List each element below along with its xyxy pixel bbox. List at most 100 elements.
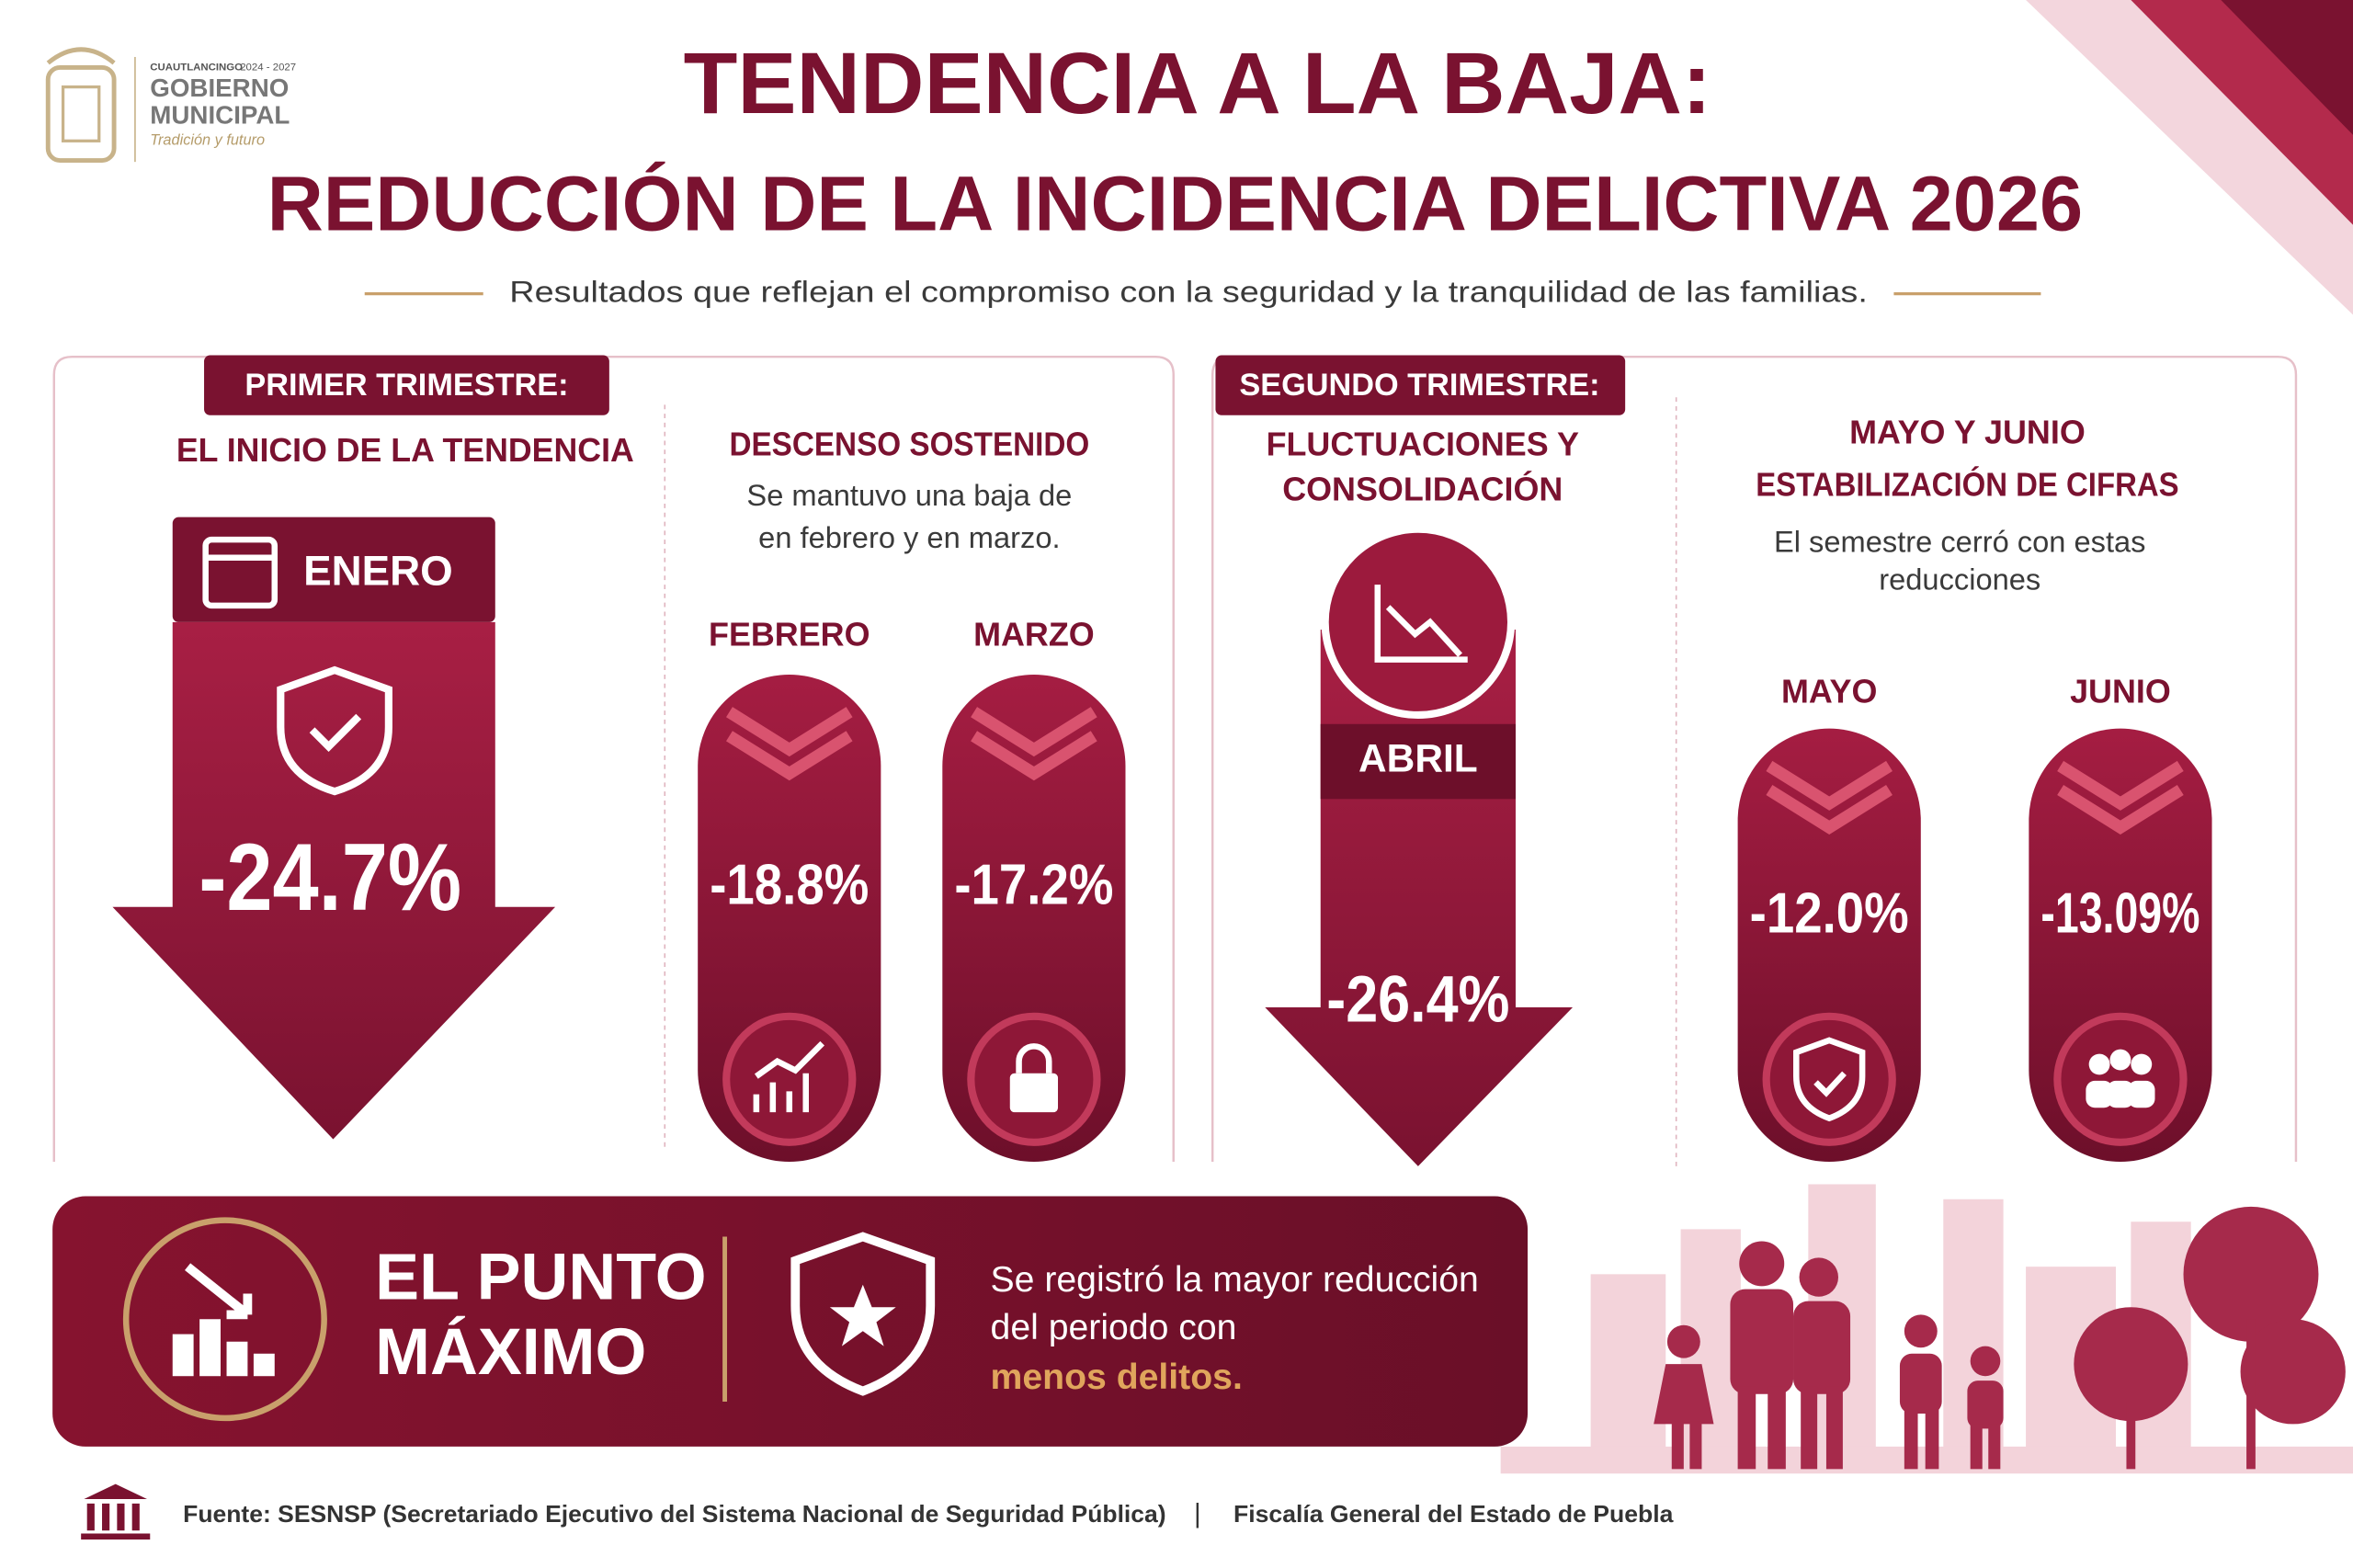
decoration — [1904, 1409, 1918, 1470]
decoration — [52, 355, 1175, 1163]
decoration — [1925, 1409, 1939, 1470]
decoration — [2126, 1401, 2136, 1470]
decoration — [1793, 1301, 1851, 1394]
label: Se registró la mayor reducción — [991, 1260, 1479, 1300]
label: en febrero y en marzo. — [758, 520, 1060, 554]
label: ABRIL — [1358, 737, 1478, 780]
icon — [1009, 1073, 1059, 1113]
label: CUAUTLANCINGO — [150, 62, 243, 73]
decoration — [61, 85, 101, 142]
month-label: MARZO — [973, 617, 1095, 653]
decoration — [1321, 525, 1516, 720]
month-value: -18.8% — [710, 854, 869, 917]
decoration — [52, 1196, 1529, 1447]
decoration — [1671, 1421, 1684, 1470]
decoration — [204, 355, 609, 415]
icon-circle — [722, 1012, 857, 1146]
chevron — [2057, 784, 2184, 835]
decoration — [2074, 1307, 2188, 1422]
decoration — [84, 1483, 147, 1499]
chevron — [726, 707, 853, 757]
label: ESTABILIZACIÓN DE CIFRAS — [1756, 467, 2178, 504]
icon — [2088, 1053, 2110, 1075]
label: GOBIERNO — [150, 74, 289, 102]
label: | — [1194, 1499, 1201, 1529]
decoration — [226, 1341, 248, 1377]
decoration — [1970, 1346, 2001, 1377]
decoration — [1967, 1381, 2004, 1429]
label: FLUCTUACIONES Y — [1267, 426, 1579, 463]
label: DESCENSO SOSTENIDO — [729, 426, 1089, 463]
label: -24.7% — [199, 824, 461, 931]
institution-icon — [81, 1483, 151, 1540]
decoration — [1320, 723, 1516, 800]
icon — [753, 1040, 825, 1113]
decoration — [202, 536, 278, 609]
decoration — [1739, 1241, 1785, 1287]
decoration — [81, 1533, 151, 1540]
icon — [2128, 1080, 2155, 1108]
decoration — [46, 47, 116, 65]
decoration — [1970, 1424, 1983, 1470]
label: Resultados que reflejan el compromiso co… — [509, 274, 1868, 308]
month-value: -13.09% — [2040, 882, 2200, 946]
label: EL INICIO DE LA TENDENCIA — [176, 432, 634, 469]
chevron — [1766, 760, 1893, 811]
label: Tradición y futuro — [150, 132, 265, 149]
decoration — [1904, 1314, 1938, 1348]
decoration — [253, 1353, 275, 1377]
month-label: MAYO — [1781, 674, 1877, 710]
decoration — [122, 1217, 327, 1422]
decoration — [199, 1319, 221, 1377]
decoration — [172, 1334, 194, 1377]
decoration — [1215, 355, 1626, 415]
decoration — [277, 665, 392, 796]
decoration — [172, 517, 495, 622]
decoration — [1825, 1386, 1843, 1470]
chevron — [1766, 784, 1893, 835]
decoration — [2240, 1319, 2346, 1425]
label: El semestre cerró con estas — [1774, 525, 2146, 559]
decoration — [102, 1503, 110, 1531]
family-illustration — [1654, 1206, 2346, 1470]
decoration — [1666, 1324, 1700, 1358]
month-label: JUNIO — [2070, 674, 2171, 710]
label: Se mantuvo una baja de — [746, 478, 1072, 512]
decoration — [86, 1503, 95, 1531]
decoration — [2246, 1319, 2256, 1470]
month-value: -17.2% — [954, 854, 1113, 917]
label: PRIMER TRIMESTRE: — [244, 368, 568, 403]
label: reducciones — [1879, 562, 2040, 596]
decoration — [790, 1232, 936, 1396]
label: -26.4% — [1326, 963, 1509, 1037]
label: menos delitos. — [991, 1358, 1243, 1397]
icon — [1793, 1037, 1866, 1122]
month-label: FEBRERO — [709, 617, 870, 653]
chevron — [2057, 760, 2184, 811]
decoration — [1374, 585, 1468, 663]
decoration — [185, 1263, 253, 1320]
icon — [2086, 1080, 2113, 1108]
decoration — [1590, 1274, 1666, 1470]
logo: CUAUTLANCINGO 2024 - 2027 GOBIERNO MUNIC… — [45, 47, 296, 163]
label: TENDENCIA A LA BAJA: — [684, 35, 1711, 132]
chevron — [971, 707, 1097, 757]
label: EL PUNTO — [375, 1240, 706, 1313]
icon — [2131, 1053, 2153, 1075]
decoration — [829, 1284, 896, 1346]
icon-circle — [1762, 1012, 1896, 1146]
decoration — [1654, 1364, 1714, 1425]
label: MÁXIMO — [375, 1315, 646, 1389]
decoration — [1689, 1421, 1702, 1470]
icon — [1016, 1043, 1052, 1074]
decoration — [1737, 1386, 1756, 1470]
decoration — [309, 713, 362, 752]
decoration: FEBRERO -18.8% MARZO -17.2% MAYO -12.0% JUNIO -… — [698, 617, 2212, 1163]
decoration — [2183, 1206, 2319, 1342]
decoration — [45, 64, 117, 163]
decoration — [1899, 1353, 1942, 1415]
decoration — [1801, 1386, 1818, 1470]
decoration — [1768, 1386, 1786, 1470]
